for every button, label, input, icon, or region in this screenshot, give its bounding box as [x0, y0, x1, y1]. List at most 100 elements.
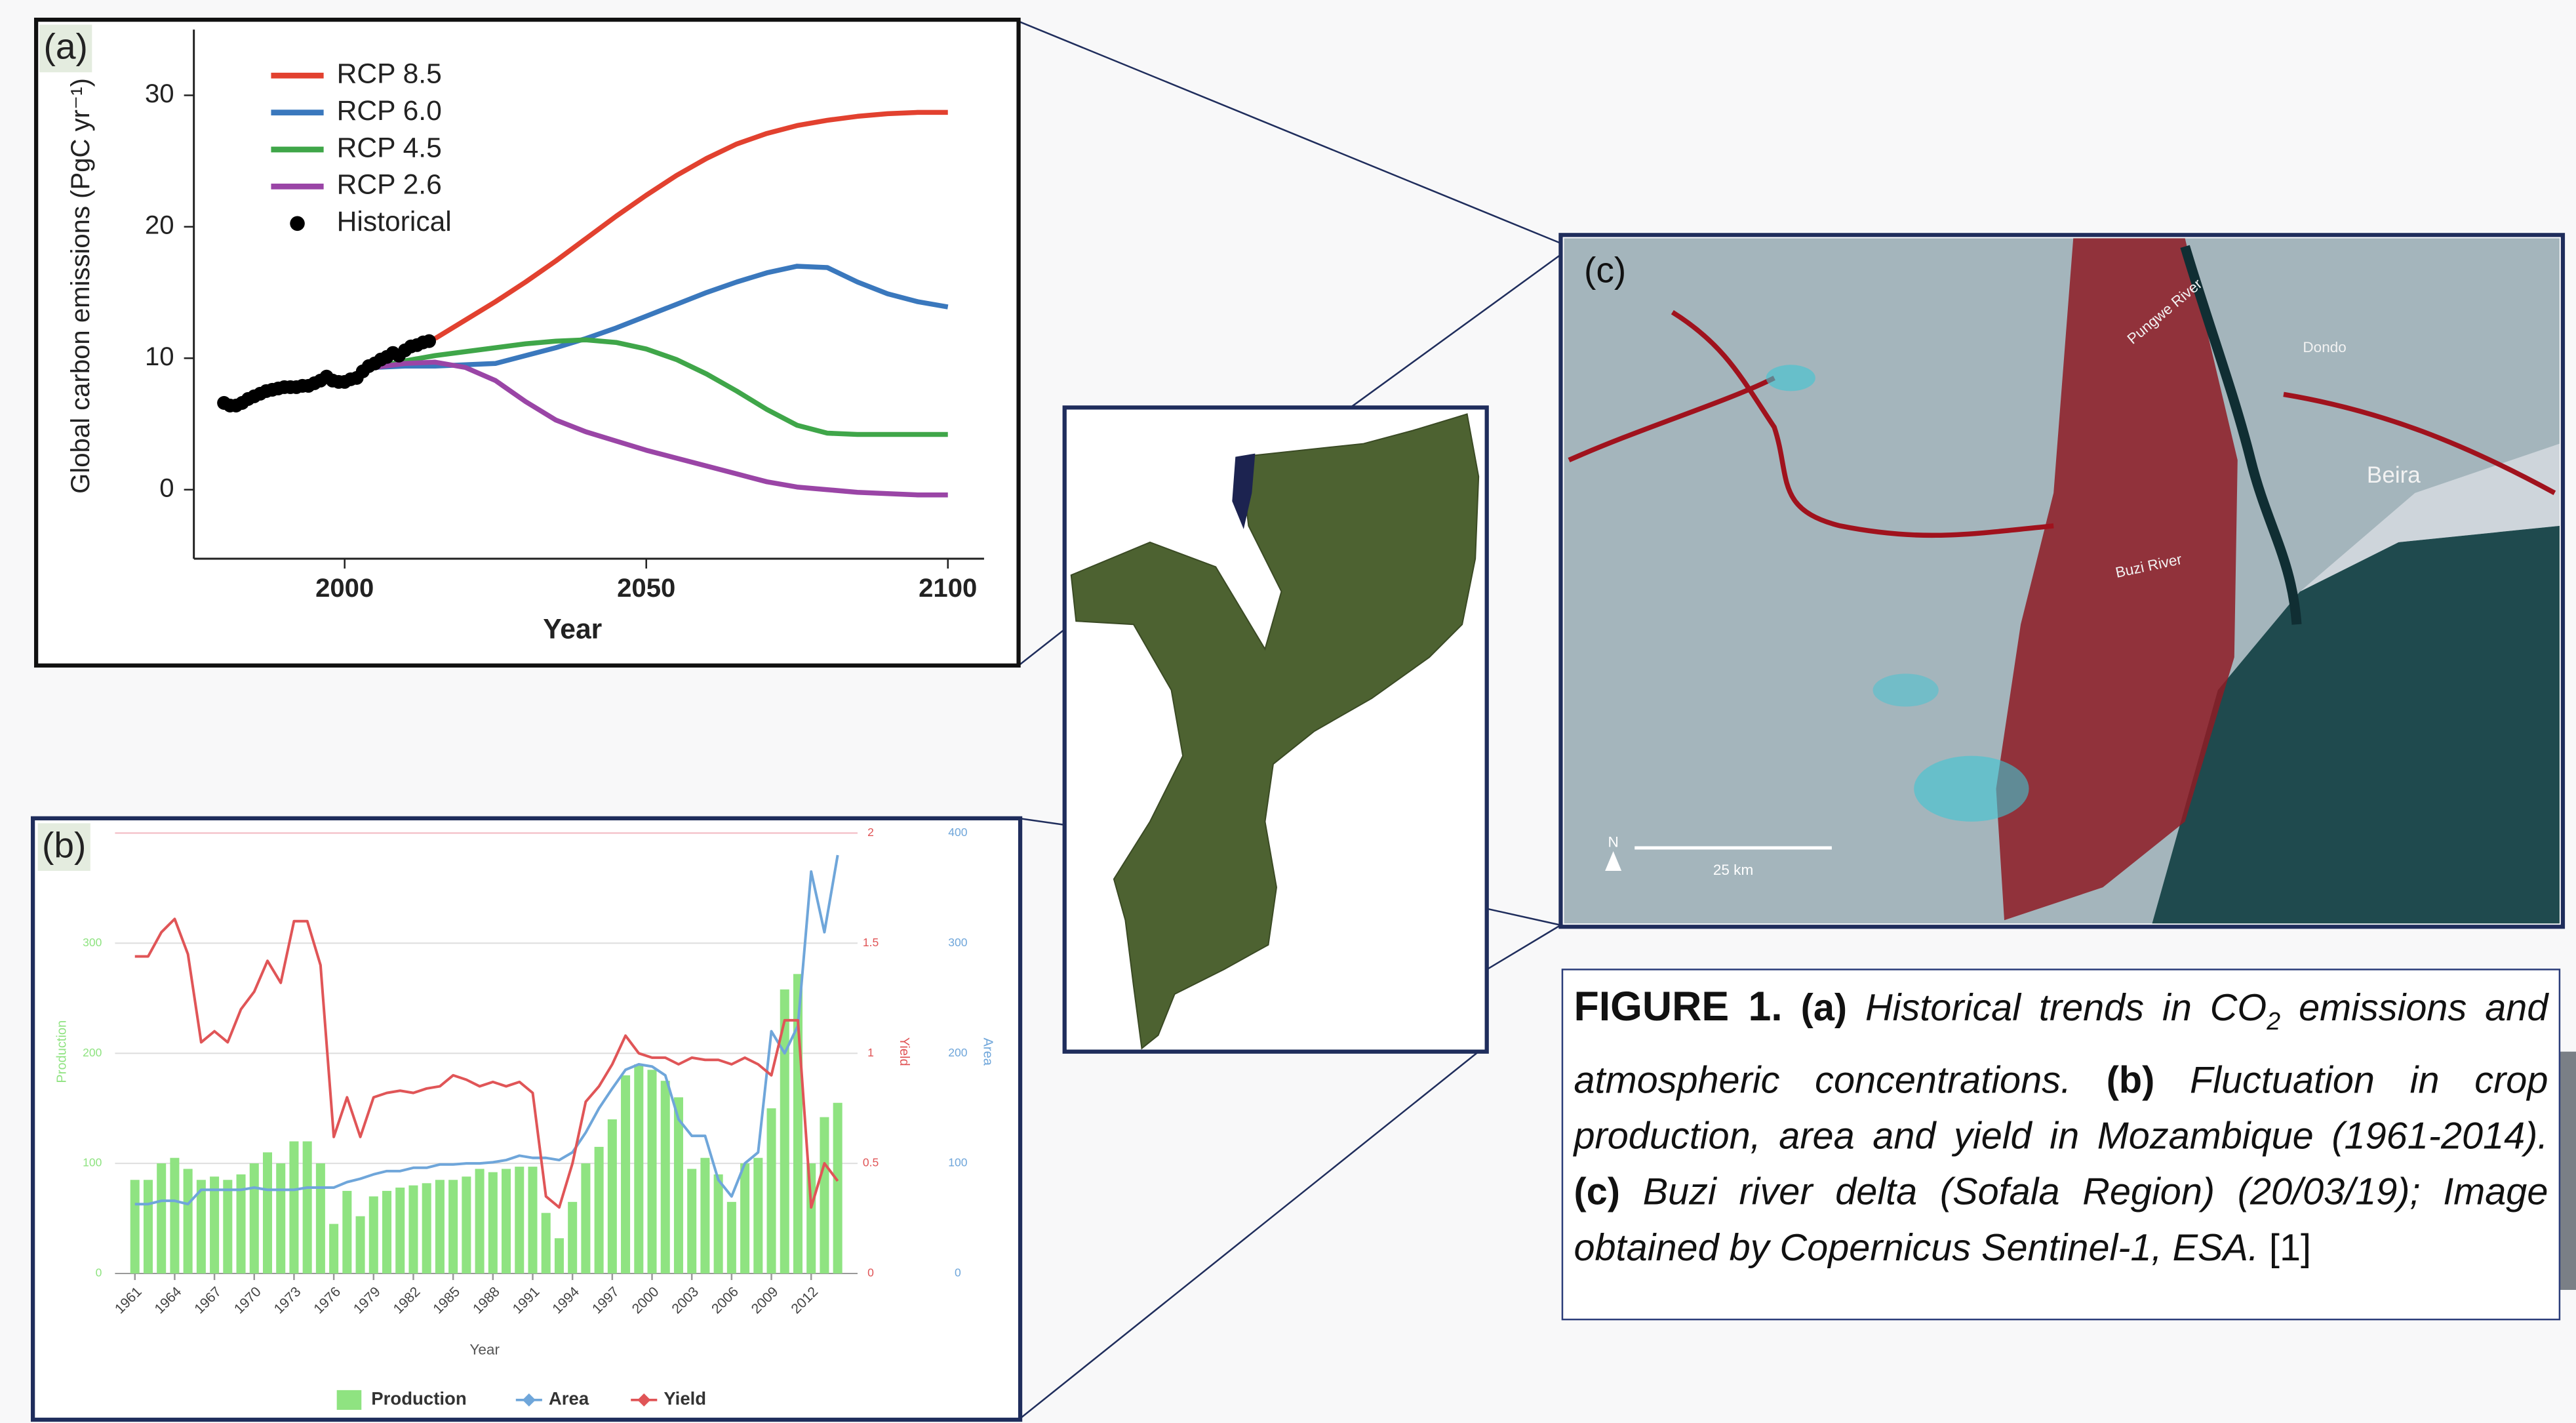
bar [740, 1163, 749, 1273]
caption-segment: Historical trends in CO [1847, 986, 2267, 1028]
y3-axis-title: Area [981, 1038, 995, 1066]
bar [727, 1202, 736, 1273]
y-tick-label: 30 [145, 79, 174, 108]
panel-label: (a) [44, 26, 88, 67]
bar [448, 1180, 458, 1273]
bar [395, 1188, 405, 1273]
x-tick-label: 2100 [919, 574, 977, 603]
y-tick-label: 0.5 [863, 1156, 879, 1169]
bar [700, 1158, 709, 1273]
y-tick-label: 1.5 [863, 936, 879, 949]
bar [170, 1158, 179, 1273]
bar [542, 1213, 551, 1273]
bar [289, 1142, 298, 1273]
y-tick-label: 20 [145, 210, 174, 239]
panel-b-frame [33, 818, 1020, 1420]
bar [621, 1075, 630, 1273]
caption-box: FIGURE 1. (a) Historical trends in CO2 e… [1562, 972, 2560, 1319]
x-tick-label: 2000 [315, 574, 374, 603]
legend-label: RCP 2.6 [337, 169, 442, 201]
caption-segment: (b) [2071, 1058, 2154, 1100]
bar [595, 1147, 604, 1273]
legend-label: Yield [664, 1388, 706, 1409]
bar [475, 1169, 485, 1273]
bar [316, 1163, 325, 1273]
bar [714, 1174, 723, 1273]
y-tick-label: 300 [948, 936, 968, 949]
satellite-image [1564, 238, 2559, 923]
bar [555, 1238, 564, 1273]
caption-segment: FIGURE 1. [1574, 984, 1782, 1030]
bar [767, 1108, 776, 1273]
bar [250, 1163, 259, 1273]
y2-axis-title: Yield [897, 1037, 911, 1066]
panel-label: (b) [42, 825, 86, 866]
caption: FIGURE 1. (a) Historical trends in CO2 e… [1562, 972, 2560, 1319]
bar [661, 1081, 670, 1273]
bar [303, 1142, 312, 1273]
place-label: Beira [2367, 462, 2421, 488]
y-tick-label: 10 [145, 342, 174, 371]
bar [515, 1167, 524, 1273]
bar [753, 1158, 763, 1273]
legend-label: RCP 6.0 [337, 95, 442, 127]
place-label: Dondo [2303, 339, 2346, 355]
y-tick-label: 1 [867, 1046, 874, 1059]
bar [833, 1103, 842, 1273]
panel-label: (c) [1584, 250, 1626, 291]
legend-label: Historical [337, 206, 452, 237]
caption-segment: 2 [2267, 1009, 2280, 1037]
bar [356, 1216, 365, 1273]
bar [184, 1169, 193, 1273]
bar [435, 1180, 445, 1273]
y-tick-label: 200 [948, 1046, 968, 1059]
y-tick-label: 0 [867, 1266, 874, 1279]
caption-segment: [1] [2259, 1225, 2311, 1268]
x-axis-title: Year [469, 1342, 500, 1358]
y-tick-label: 2 [867, 826, 874, 839]
bar [369, 1196, 378, 1273]
legend-marker [290, 216, 305, 231]
bar [422, 1183, 431, 1273]
y-tick-label: 100 [83, 1156, 102, 1169]
bar [502, 1169, 511, 1273]
bar [382, 1191, 391, 1273]
bar [157, 1163, 166, 1273]
legend-label: RCP 8.5 [337, 58, 442, 90]
bar [488, 1172, 498, 1273]
y-tick-label: 200 [83, 1046, 102, 1059]
bar [342, 1191, 351, 1273]
y-axis-title: Global carbon emissions (PgC yr⁻¹) [66, 78, 95, 494]
bar [408, 1186, 418, 1273]
y-axis-title: Production [55, 1020, 69, 1083]
bar [634, 1064, 643, 1273]
bar [687, 1169, 696, 1273]
bar [528, 1167, 537, 1273]
y-tick-label: 400 [948, 826, 968, 839]
bar [130, 1180, 140, 1273]
y-tick-label: 0 [955, 1266, 961, 1279]
scale-bar-label: 25 km [1713, 862, 1753, 878]
data-point [422, 334, 436, 348]
figure: (a) 0102030200020502100YearGlobal carbon… [0, 0, 2576, 1423]
y-tick-label: 300 [83, 936, 102, 949]
bar [263, 1152, 272, 1273]
caption-segment: (a) [1783, 986, 1847, 1028]
bar [608, 1119, 617, 1273]
legend-label: RCP 4.5 [337, 132, 442, 163]
legend-marker [337, 1390, 362, 1410]
bar [568, 1202, 577, 1273]
bar [647, 1070, 656, 1273]
legend-label: Production [371, 1388, 466, 1409]
bar [462, 1176, 471, 1273]
bar [144, 1180, 153, 1273]
y-tick-label: 0 [159, 473, 174, 502]
bar [581, 1163, 590, 1273]
y-tick-label: 100 [948, 1156, 968, 1169]
x-tick-label: 2050 [617, 574, 675, 603]
y-tick-label: 0 [96, 1266, 102, 1279]
bar [223, 1180, 232, 1273]
x-axis-title: Year [543, 613, 602, 645]
bar [820, 1117, 829, 1273]
bar [329, 1224, 338, 1273]
